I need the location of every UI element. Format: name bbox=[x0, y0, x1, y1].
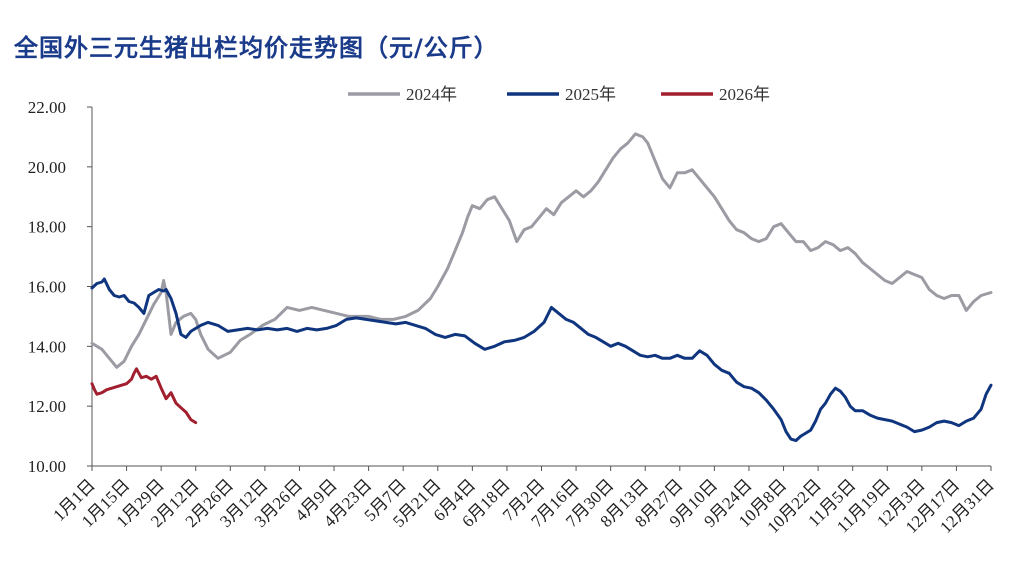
series-line-2024 bbox=[90, 132, 993, 369]
y-tick-label: 16.00 bbox=[28, 278, 66, 297]
y-tick-label: 22.00 bbox=[28, 98, 66, 117]
y-tick-label: 12.00 bbox=[28, 397, 66, 416]
y-tick-label: 18.00 bbox=[28, 218, 66, 237]
legend-label: 2025年 bbox=[565, 85, 616, 104]
chart-title: 全国外三元生猪出栏均价走势图（元/公斤） bbox=[14, 34, 499, 62]
y-tick-label: 14.00 bbox=[28, 337, 66, 356]
y-tick-label: 20.00 bbox=[28, 158, 66, 177]
legend-label: 2024年 bbox=[406, 85, 457, 104]
legend-label: 2026年 bbox=[719, 85, 770, 104]
y-tick-label: 10.00 bbox=[28, 457, 66, 476]
y-axis-ticks: 10.00 12.00 14.00 16.00 18.00 20.00 22.00 bbox=[28, 98, 92, 476]
x-axis-ticks: 1月1日1月15日1月29日2月12日2月26日3月12日3月26日4月9日4月… bbox=[49, 466, 998, 537]
series-line-2026 bbox=[90, 367, 198, 425]
legend: 2024年 2025年 2026年 bbox=[348, 85, 770, 104]
series-line-2025 bbox=[90, 277, 993, 443]
series-lines bbox=[90, 132, 993, 443]
